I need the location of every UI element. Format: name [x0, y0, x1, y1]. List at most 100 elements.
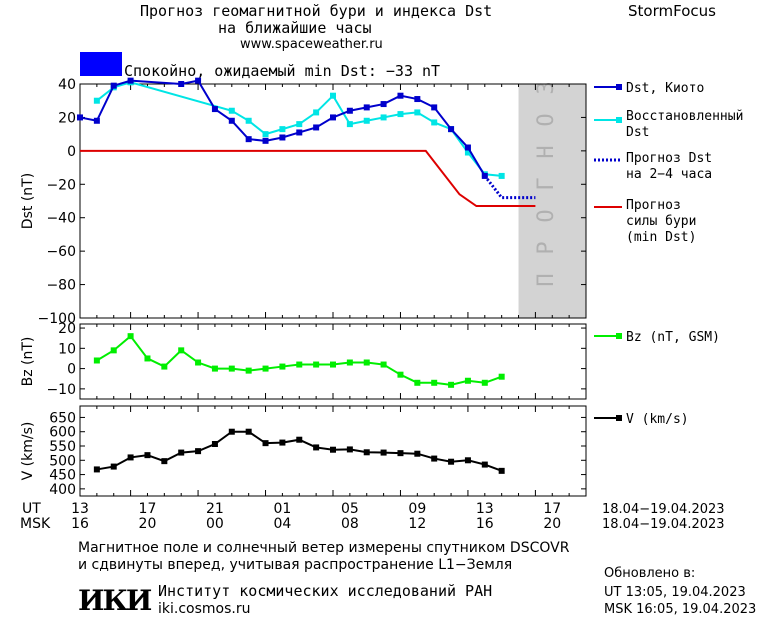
series-v-point — [228, 428, 235, 435]
status-color-swatch — [80, 52, 122, 76]
forecast-zone-label-letter: Г — [534, 177, 559, 190]
series-v-point — [313, 444, 320, 451]
series-dst-kyoto-point — [127, 77, 134, 84]
series-v-point — [279, 439, 286, 446]
series-dst-kyoto-point — [262, 137, 269, 144]
series-v-point — [127, 454, 134, 461]
series-bz-point — [127, 333, 134, 340]
series-dst-kyoto-point — [110, 82, 117, 89]
series-dst-kyoto-point — [464, 144, 471, 151]
series-v-point — [498, 467, 505, 474]
dst-ytick-label: −100 — [38, 311, 76, 327]
ut-tick-label: 13 — [476, 501, 494, 517]
dst-ytick-label: 0 — [67, 144, 76, 160]
series-bz-point — [195, 359, 202, 366]
series-v-point — [245, 428, 252, 435]
v-ytick-label: 550 — [49, 439, 76, 455]
dst-ylabel: Dst (nT) — [20, 173, 36, 229]
series-v-point — [330, 446, 336, 453]
series-dst-reconstructed-point — [397, 111, 404, 118]
series-bz-point — [144, 355, 151, 362]
ut-tick-label: 17 — [543, 501, 561, 517]
series-v-point — [431, 455, 438, 462]
series-dst-kyoto-point — [414, 96, 421, 103]
forecast-zone-label-letter: О — [534, 113, 559, 126]
legend-storm-forecast-label: (min Dst) — [626, 230, 696, 245]
forecast-zone-label-letter: З — [534, 81, 559, 94]
series-dst-reconstructed-point — [313, 109, 320, 116]
series-dst-reconstructed-point — [93, 97, 100, 104]
v-ytick-label: 450 — [49, 468, 76, 484]
series-dst-kyoto-point — [346, 107, 353, 114]
legend-dst-forecast-label: на 2−4 часа — [626, 167, 712, 182]
ut-tick-label: 13 — [71, 501, 89, 517]
series-dst-kyoto-point — [195, 77, 202, 84]
series-v-point — [144, 452, 151, 459]
series-v-point — [296, 436, 303, 443]
forecast-zone-label-letter: Н — [534, 145, 559, 158]
chart-title-line2: на ближайшие часы — [218, 19, 372, 37]
series-bz-point — [93, 357, 100, 364]
v-ytick-label: 500 — [49, 453, 76, 469]
series-v-point — [262, 440, 269, 447]
legend-dst-reconstructed-label: Восстановленный — [626, 109, 743, 124]
footer-note-line1: Магнитное поле и солнечный ветер измерен… — [78, 540, 570, 556]
institute-url[interactable]: iki.cosmos.ru — [158, 601, 251, 617]
msk-tick-label: 16 — [71, 516, 89, 532]
ut-date-range: 18.04−19.04.2023 — [602, 502, 725, 517]
v-ylabel: V (km/s) — [20, 422, 36, 481]
series-bz-point — [363, 359, 370, 366]
series-dst-reconstructed-point — [431, 119, 438, 126]
legend-storm-forecast-label: Прогноз — [626, 198, 681, 213]
series-dst-reconstructed-point — [262, 131, 269, 138]
bz-ytick-label: 20 — [58, 321, 76, 337]
series-dst-kyoto-point — [380, 101, 387, 108]
site-url[interactable]: www.spaceweather.ru — [240, 37, 383, 52]
series-bz-point — [346, 359, 353, 366]
legend-dst-reconstructed-label: Dst — [626, 125, 649, 140]
bz-ytick-label: −10 — [46, 382, 76, 398]
series-storm-forecast — [80, 149, 536, 208]
series-dst-kyoto-point — [431, 104, 438, 111]
updated-ut: UT 13:05, 19.04.2023 — [604, 585, 746, 600]
series-v-point — [481, 461, 488, 468]
msk-axis-label: MSK — [20, 516, 51, 532]
series-dst-reconstructed — [96, 81, 502, 177]
footer-note-line2: и сдвинуты вперед, учитывая распростране… — [78, 557, 513, 573]
msk-tick-label: 20 — [139, 516, 157, 532]
series-v-point — [110, 463, 117, 470]
ut-tick-label: 01 — [273, 501, 291, 517]
series-dst-kyoto-point — [77, 114, 83, 121]
legend-dst-reconstructed-marker — [616, 117, 622, 123]
series-bz-point — [380, 361, 387, 368]
series-dst-kyoto-point — [363, 104, 370, 111]
series-dst-kyoto-point — [211, 106, 218, 113]
ut-axis-label: UT — [22, 501, 41, 517]
forecast-zone-label-letter: П — [534, 273, 559, 286]
series-dst-reconstructed-point — [296, 121, 303, 128]
legend-storm-forecast-label: силы бури — [626, 214, 696, 229]
series-bz-point — [431, 379, 438, 386]
series-v-point — [363, 449, 370, 456]
series-dst-reconstructed-point — [464, 149, 471, 156]
series-bz-point — [464, 377, 471, 384]
series-bz-point — [414, 379, 421, 386]
series-bz-point — [481, 379, 488, 386]
series-v-point — [178, 449, 185, 456]
bz-ytick-label: 10 — [58, 341, 76, 357]
series-v-point — [93, 466, 100, 473]
series-bz-point — [330, 361, 336, 368]
series-v-point — [161, 458, 168, 465]
series-bz-point — [498, 373, 505, 380]
dst-ytick-label: −80 — [46, 278, 76, 294]
legend-dst-forecast-label: Прогноз Dst — [626, 151, 712, 166]
bz-ytick-label: 0 — [67, 362, 76, 378]
series-dst-kyoto-point — [448, 126, 455, 133]
series-bz-point — [397, 371, 404, 378]
series-v-point — [346, 446, 353, 453]
series-v-point — [448, 458, 455, 465]
msk-tick-label: 12 — [408, 516, 426, 532]
series-v-point — [397, 450, 404, 457]
series-bz-point — [161, 363, 168, 370]
